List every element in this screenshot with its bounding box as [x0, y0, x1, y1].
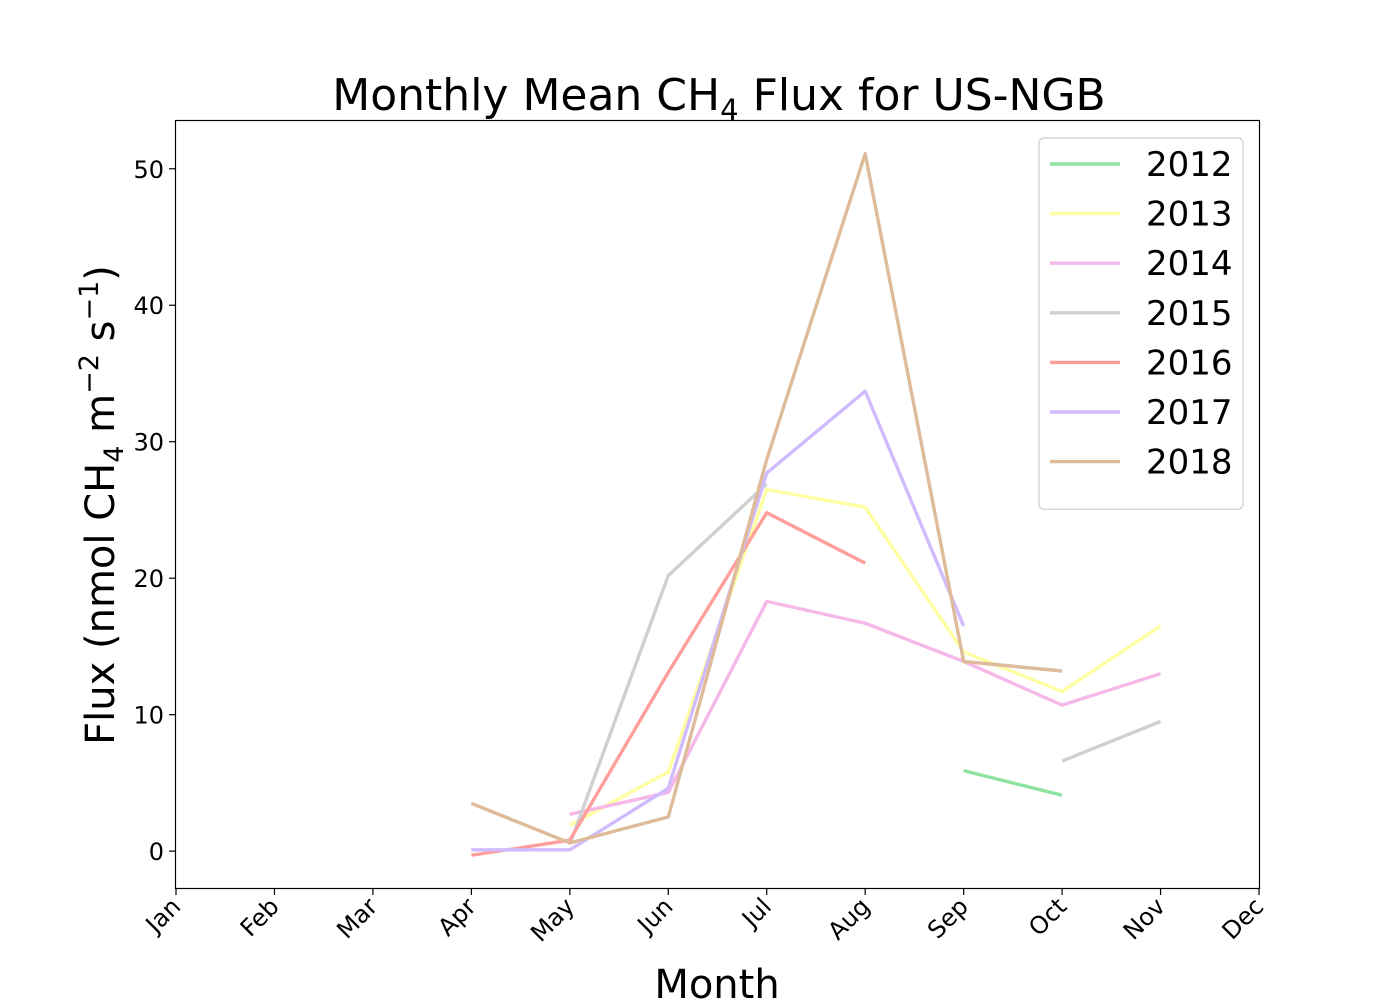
x-tick-label: Jan [139, 892, 186, 939]
plot-area-frame [174, 119, 1261, 890]
x-tick-label: Jul [735, 892, 777, 934]
series-line-2014 [569, 599, 1162, 816]
legend-label-2018: 2018 [1146, 443, 1233, 483]
series-line-2013 [569, 487, 1162, 827]
series-line-2018 [470, 152, 1063, 845]
legend-box [1038, 137, 1244, 510]
y-tick-label: 20 [133, 565, 164, 593]
y-tick-label: 0 [149, 838, 164, 866]
y-tick-label: 40 [133, 292, 164, 320]
x-tick-label: Feb [235, 892, 285, 942]
legend-label-2013: 2013 [1146, 195, 1233, 235]
y-tick-label: 30 [133, 429, 164, 457]
x-tick-label: Aug [822, 892, 875, 945]
series-line-2016 [471, 510, 866, 857]
chart-title: Monthly Mean CH4 Flux for US-NGB [332, 70, 1105, 127]
legend-label-2012: 2012 [1146, 145, 1233, 185]
y-axis-title: Flux (nmol CH4 m−2 s−1) [74, 265, 130, 745]
series-line-2015 [568, 482, 1162, 845]
series-line-2017 [471, 389, 966, 852]
legend-label-2016: 2016 [1146, 343, 1233, 383]
series-line-2012 [963, 768, 1063, 797]
legend: 2012 2013 2014 2015 2016 2017 2018 [1038, 137, 1244, 510]
x-tick-label: Sep [922, 892, 974, 944]
legend-label-2017: 2017 [1146, 393, 1233, 433]
x-tick-label: Apr [432, 892, 481, 941]
x-tick-label: Oct [1023, 892, 1072, 941]
x-tick-label: Dec [1217, 892, 1270, 945]
x-tick-label: Mar [331, 892, 383, 944]
legend-label-2015: 2015 [1146, 294, 1233, 334]
y-tick-label: 10 [133, 702, 164, 730]
x-tick-label: Jun [631, 892, 679, 940]
legend-label-2014: 2014 [1146, 244, 1233, 284]
x-tick-label: May [525, 892, 580, 947]
x-tick-label: Nov [1118, 892, 1171, 945]
x-axis-title: Month [654, 962, 779, 1000]
y-tick-label: 50 [133, 156, 164, 184]
